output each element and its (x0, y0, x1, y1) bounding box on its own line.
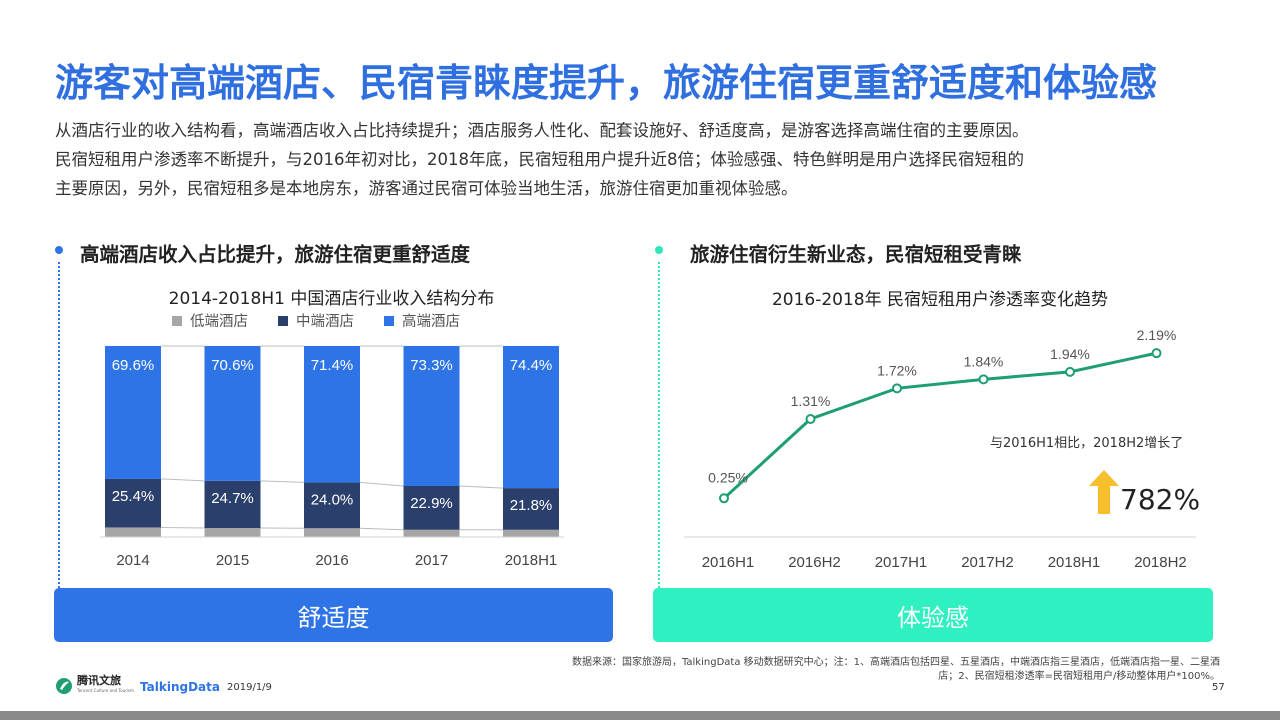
point-label: 1.84% (964, 353, 1004, 369)
x-tick-label: 2018H1 (1048, 554, 1101, 571)
bar-segment-1-2018H1 (503, 488, 559, 530)
bar-label: 71.4% (311, 357, 354, 374)
comfort-pill: 舒适度 (54, 588, 613, 642)
bottom-bar (0, 711, 1280, 720)
legend-item-mid: 中端酒店 (278, 310, 354, 331)
bar-segment-2-2018H1 (503, 346, 559, 489)
legend-item-high: 高端酒店 (384, 310, 460, 331)
series-connector (359, 481, 404, 487)
x-tick-label: 2016H2 (788, 554, 841, 571)
line-point (719, 493, 729, 504)
line-point (1065, 366, 1075, 377)
series-connector (260, 480, 305, 483)
page-title: 游客对高端酒店、民宿青睐度提升，旅游住宿更重舒适度和体验感 (55, 61, 1158, 105)
bar-label: 25.4% (112, 488, 155, 505)
bar-label: 70.6% (211, 357, 254, 374)
footer-date: 2019/1/9 (227, 682, 272, 693)
x-tick-label: 2017H2 (961, 554, 1014, 571)
x-tick-label: 2018H1 (505, 552, 558, 569)
left-chart-title: 2014-2018H1 中国酒店行业收入结构分布 (168, 289, 495, 309)
right-section-heading: 旅游住宿衍生新业态，民宿短租受青睐 (690, 243, 1022, 266)
bar-segment-0-2018H1 (503, 529, 559, 537)
hotel-revenue-bar-chart: 25.4% 69.6% 2014 24.7% 70.6% 2015 24.0% 71.4% 20… (100, 345, 564, 569)
bar-label: 69.6% (112, 357, 155, 374)
bar-segment-2-2016 (304, 346, 360, 483)
tencent-logo-text: 腾讯文旅 (77, 674, 121, 687)
bar-segment-0-2015 (204, 528, 261, 537)
bar-segment-1-2017 (403, 486, 460, 530)
line-point (978, 374, 989, 385)
x-tick-label: 2016 (315, 552, 348, 569)
series-connector (160, 478, 205, 482)
growth-annotation: 与2016H1相比，2018H2增长了 (990, 436, 1184, 451)
point-label: 2.19% (1137, 330, 1177, 343)
bar-segment-0-2016 (304, 528, 360, 537)
right-section-dotted-line (658, 262, 660, 588)
x-tick-label: 2017 (415, 552, 448, 569)
talkingdata-logo: TalkingData (140, 680, 220, 694)
bar-segment-2-2015 (204, 346, 261, 481)
tencent-logo: 腾讯文旅 Tencent Culture and Tourism (55, 674, 134, 696)
experience-pill: 体验感 (653, 588, 1213, 642)
left-section-heading: 高端酒店收入占比提升，旅游住宿更重舒适度 (80, 243, 471, 266)
bar-segment-1-2015 (204, 480, 261, 529)
line-point (892, 383, 902, 394)
bar-segment-1-2014 (105, 478, 161, 528)
right-section-dot (655, 246, 663, 254)
x-tick-label: 2015 (216, 552, 249, 569)
bar-segment-0-2017 (403, 529, 460, 537)
point-label: 1.31% (791, 393, 831, 409)
x-tick-label: 2016H1 (702, 554, 755, 571)
bar-label: 74.4% (510, 357, 553, 374)
x-tick-label: 2018H2 (1134, 554, 1187, 571)
intro-line: 从酒店行业的收入结构看，高端酒店收入占比持续提升；酒店服务人性化、配套设施好、舒… (55, 121, 1029, 140)
bar-label: 21.8% (510, 497, 553, 514)
bar-label: 22.9% (410, 495, 453, 512)
intro-line: 主要原因，另外，民宿短租多是本地房东，游客通过民宿可体验当地生活，旅游住宿更加重… (55, 179, 798, 198)
point-label: 0.25% (708, 469, 748, 485)
x-tick-label: 2017H1 (875, 554, 928, 571)
series-connector (459, 485, 504, 489)
bar-label: 73.3% (410, 357, 453, 374)
bar-label: 24.0% (311, 491, 354, 508)
point-label: 1.94% (1050, 346, 1090, 362)
bar-segment-2-2014 (105, 346, 161, 479)
left-section-dotted-line (58, 262, 60, 588)
bar-segment-0-2014 (105, 527, 161, 537)
left-section-dot (55, 246, 63, 254)
tencent-logo-sub: Tencent Culture and Tourism (77, 688, 134, 693)
bar-segment-2-2017 (403, 346, 460, 487)
homestay-penetration-line-chart: 0.25% 2016H1 1.31% 2016H2 1.72% 2017H1 1.84% 20… (684, 330, 1196, 571)
left-chart-legend: 低端酒店 中端酒店 高端酒店 (172, 310, 490, 331)
legend-item-low: 低端酒店 (172, 310, 248, 331)
page-number: 57 (1212, 682, 1225, 693)
penetration-line (722, 351, 1157, 500)
line-point (805, 413, 816, 424)
right-chart-title: 2016-2018年 民宿短租用户渗透率变化趋势 (771, 290, 1109, 310)
series-connector (160, 526, 205, 529)
line-point (1151, 348, 1162, 359)
series-connector (359, 527, 404, 531)
intro-line: 民宿短租用户渗透率不断提升，与2016年初对比，2018年底，民宿短租用户提升近… (55, 150, 1024, 169)
x-tick-label: 2014 (116, 552, 149, 569)
point-label: 1.72% (877, 362, 917, 378)
data-source-note: 数据来源：国家旅游局，TalkingData 移动数据研究中心；注：1、高端酒店… (571, 657, 1220, 682)
tencent-leaf-icon (56, 678, 72, 694)
bar-segment-1-2016 (304, 482, 360, 529)
intro-paragraph: 从酒店行业的收入结构看，高端酒店收入占比持续提升；酒店服务人性化、配套设施好、舒… (55, 116, 1235, 203)
growth-value: 782% (1120, 483, 1201, 516)
up-arrow-icon (1089, 470, 1119, 514)
bar-label: 24.7% (211, 490, 254, 507)
